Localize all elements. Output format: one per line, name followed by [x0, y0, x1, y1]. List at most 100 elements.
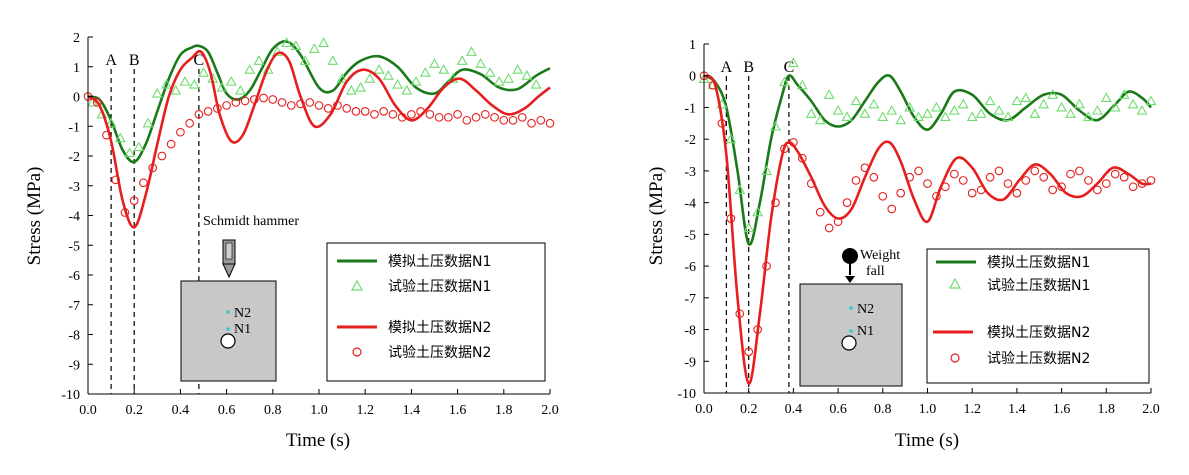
triangle-point [336, 73, 348, 83]
circle-point [129, 196, 139, 205]
x-tick-label: 1.6 [449, 403, 467, 418]
legend-label-exp-n2: 试验土压数据N2 [987, 351, 1090, 367]
cavity-circle [220, 333, 236, 349]
x-tick-label: 0.0 [79, 403, 97, 418]
y-tick-label: -1 [684, 101, 696, 116]
triangle-point [1002, 111, 1014, 122]
sensor-n2-label: N2 [234, 306, 251, 321]
triangle-point [188, 78, 200, 89]
circle-point [351, 107, 361, 116]
triangle-point [930, 101, 942, 112]
circle-point [815, 207, 825, 217]
circle-point [360, 107, 370, 116]
triangle-point [1029, 108, 1041, 118]
sensor-n2-dot [226, 310, 230, 314]
y-tick-label: -2 [684, 133, 696, 148]
triangle-point [151, 87, 163, 98]
triangle-point [993, 105, 1005, 115]
triangle-point [779, 76, 790, 87]
triangle-point [308, 43, 320, 53]
circle-point [185, 118, 194, 128]
circle-point [203, 107, 213, 116]
circle-point [878, 191, 888, 201]
circle-point [342, 104, 352, 113]
circle-point [268, 95, 278, 104]
triangle-point [87, 96, 99, 107]
x-tick-label: 1.4 [403, 403, 421, 418]
x-tick-label: 2.0 [1142, 402, 1160, 417]
marker-label-a: A [721, 59, 733, 76]
circle-point [985, 172, 995, 182]
y-tick-label: 1 [689, 38, 696, 53]
y-tick-label: -5 [68, 239, 80, 254]
circle-point [976, 185, 986, 195]
circle-point [941, 182, 950, 192]
series-group [698, 57, 1157, 385]
triangle-point [244, 64, 256, 74]
x-tick-label: 0.4 [172, 403, 190, 418]
circle-point [851, 176, 861, 185]
triangle-point [787, 57, 799, 68]
x-tick-label: 1.2 [963, 402, 981, 417]
circle-point [517, 112, 527, 122]
triangle-point [1065, 108, 1076, 118]
triangle-point [1074, 98, 1085, 109]
y-tick-label: -4 [684, 197, 696, 212]
sensor-n1-dot [849, 329, 853, 333]
tool-label: Schmidt hammer [203, 214, 299, 229]
series-line-0 [87, 40, 551, 164]
triangle-point [913, 111, 925, 122]
circle-point [1093, 185, 1102, 195]
circle-point [896, 188, 906, 198]
marker-label-c: C [784, 59, 795, 76]
circle-point [407, 109, 416, 119]
y-tick-label: -10 [61, 388, 80, 403]
circle-point [1048, 185, 1058, 195]
x-tick-label: 0.4 [785, 402, 803, 417]
circle-point [824, 223, 834, 233]
triangle-point [948, 105, 960, 115]
circle-point [527, 118, 536, 128]
x-tick-label: 1.6 [1053, 402, 1071, 417]
circle-point [157, 151, 167, 161]
circle-point [425, 109, 435, 119]
circle-point [120, 208, 130, 217]
triangle-point [1056, 101, 1068, 112]
circle-point [453, 109, 462, 119]
triangle-point [456, 55, 468, 65]
triangle-point [1020, 92, 1032, 102]
marker-label-b: B [129, 52, 140, 69]
circle-point [1146, 176, 1156, 185]
triangle-point [823, 89, 835, 99]
circle-point [259, 93, 268, 103]
circle-point [842, 198, 852, 207]
circle-point [499, 115, 509, 125]
triangle-point [484, 67, 496, 77]
x-tick-label: 1.4 [1008, 402, 1026, 417]
triangle-point [198, 67, 209, 77]
schmidt-hammer-icon [222, 239, 236, 279]
y-axis-title: Stress (MPa) [646, 167, 667, 266]
circle-point [397, 112, 407, 122]
y-tick-label: -1 [68, 120, 80, 135]
circle-point [717, 118, 727, 128]
circle-point [1101, 179, 1111, 188]
y-tick-label: -3 [68, 180, 80, 195]
y-tick-label: -4 [68, 210, 80, 225]
circle-point [148, 163, 158, 173]
triangle-point [318, 37, 330, 47]
y-tick-label: 0 [689, 70, 696, 85]
triangle-point [805, 108, 817, 118]
circle-point [797, 153, 807, 163]
circle-point [780, 144, 789, 154]
legend-triangle-exp-n1 [948, 277, 962, 289]
triangle-point [327, 55, 339, 65]
triangle-point [364, 73, 376, 83]
circle-point [1137, 179, 1147, 188]
triangle-point [859, 108, 871, 118]
circle-point [726, 214, 736, 223]
triangle-point [373, 64, 385, 74]
legend-label-exp-n2: 试验土压数据N2 [388, 345, 491, 361]
circle-point [305, 98, 315, 107]
